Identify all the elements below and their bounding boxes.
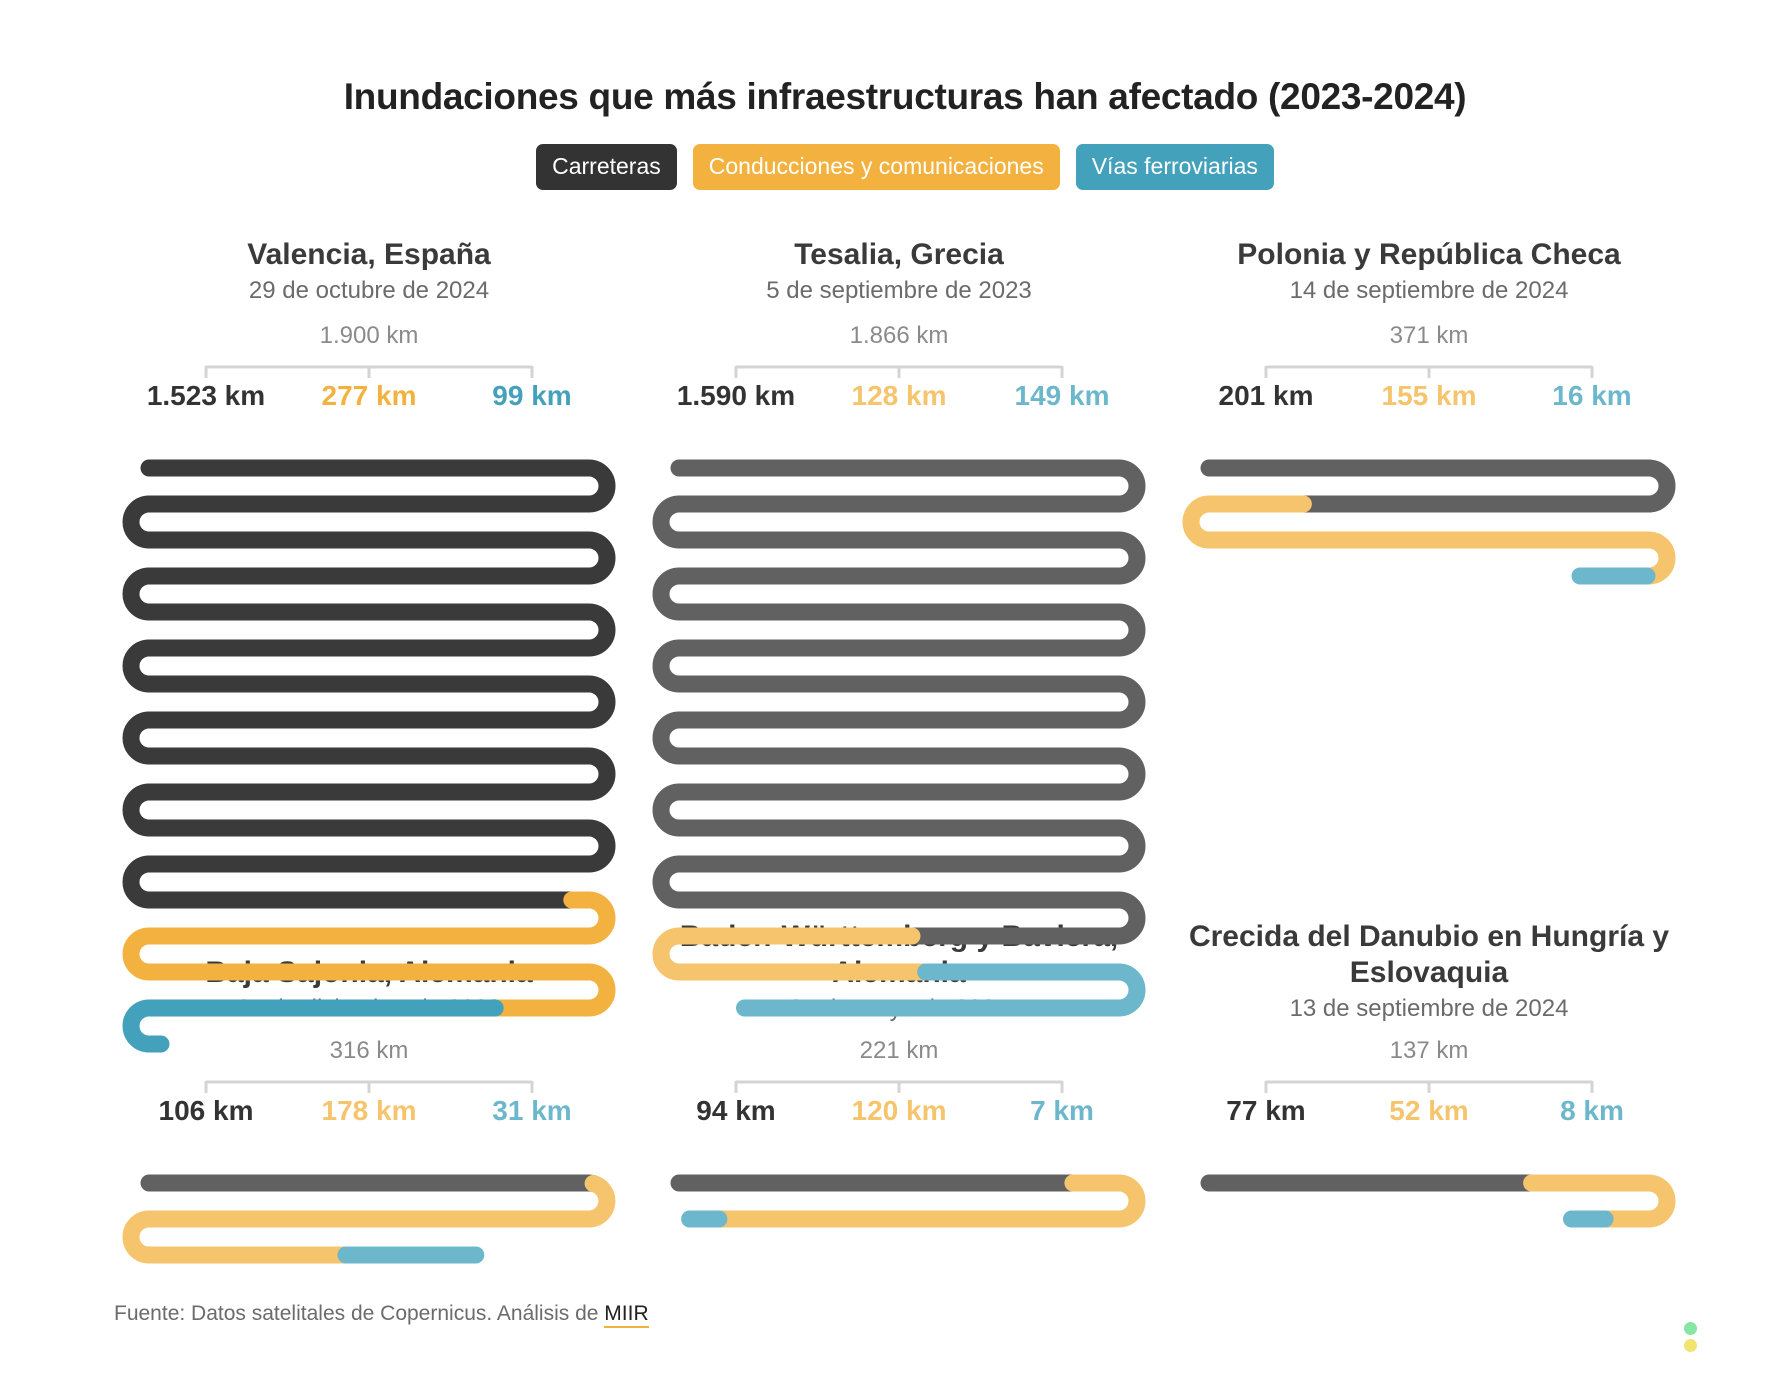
value-label: 8 km [1560,1095,1624,1126]
rail-segment [122,999,504,1053]
rail-segment [736,963,1146,1017]
value-label: 178 km [322,1095,417,1126]
value-label: 77 km [1226,1095,1305,1126]
total-label: 1.900 km [320,322,419,349]
legend-item-pipes[interactable]: Conducciones y comunicaciones [692,144,1060,190]
pipes-segment [122,1175,616,1264]
value-label: 31 km [492,1095,571,1126]
panel-header-tesalia: Tesalia, Grecia 5 de septiembre de 2023 [629,237,1169,305]
total-label: 316 km [330,1037,409,1064]
value-label: 106 km [159,1095,254,1126]
total-label: 371 km [1390,322,1469,349]
page-title: Inundaciones que más infraestructuras ha… [343,76,1467,117]
source-text: Fuente: Datos satelitales de Copernicus.… [114,1302,599,1325]
value-label: 120 km [852,1095,947,1126]
panel-title: Crecida del Danubio en Hungría y Eslovaq… [1188,920,1670,989]
legend-item-roads[interactable]: Carreteras [536,144,677,190]
brand-dot-yellow [1684,1339,1697,1352]
road-segment [122,459,616,909]
road-segment [140,1174,602,1192]
panel-date: 14 de septiembre de 2024 [1289,277,1569,304]
value-label: 149 km [1015,380,1110,411]
legend: Carreteras Conducciones y comunicaciones… [0,144,1768,190]
source-link[interactable]: MIIR [604,1302,649,1328]
panel-header-valencia: Valencia, España 29 de octubre de 2024 [99,237,639,305]
value-label: 277 km [322,380,417,411]
total-label: 1.866 km [850,322,949,349]
total-label: 221 km [860,1037,939,1064]
legend-item-rail[interactable]: Vías ferroviarias [1075,144,1274,190]
pipes-segment [1182,495,1676,585]
value-label: 201 km [1219,380,1314,411]
panel-date: 29 de octubre de 2024 [248,277,490,304]
value-label: 128 km [852,380,947,411]
value-label: 94 km [696,1095,775,1126]
brand-dot-green [1684,1322,1697,1335]
total-label: 137 km [1390,1037,1469,1064]
pipes-segment [710,1174,1146,1228]
value-label: 99 km [492,380,571,411]
pipes-segment [1523,1174,1676,1228]
pipes-segment [122,891,616,1017]
panel-date: 5 de septiembre de 2023 [766,277,1032,304]
road-segment [652,459,1146,945]
pipes-segment [652,927,935,981]
value-label: 52 km [1389,1095,1468,1126]
value-label: 155 km [1382,380,1477,411]
panel-title: Polonia y República Checa [1237,238,1621,271]
panel-date: 13 de septiembre de 2024 [1289,995,1569,1022]
value-label: 1.523 km [147,380,265,411]
panel-header-polonia: Polonia y República Checa 14 de septiemb… [1159,237,1699,305]
source-note: Fuente: Datos satelitales de Copernicus.… [114,1302,649,1328]
panel-header-danubio: Crecida del Danubio en Hungría y Eslovaq… [1159,919,1699,1023]
panel-title: Tesalia, Grecia [794,238,1004,271]
road-segment [1200,459,1676,513]
value-label: 7 km [1030,1095,1094,1126]
value-label: 16 km [1552,380,1631,411]
value-label: 1.590 km [677,380,795,411]
panel-title: Valencia, España [247,238,491,271]
